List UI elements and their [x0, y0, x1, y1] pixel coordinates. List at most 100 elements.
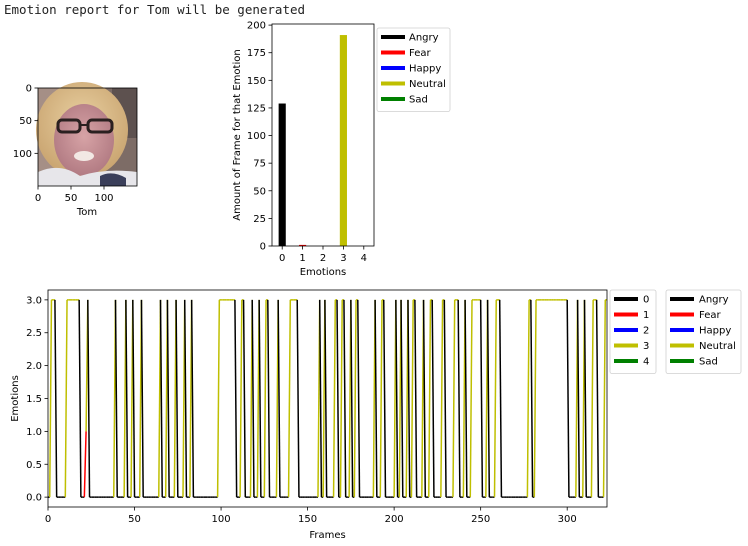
emotion-segment [343, 299, 347, 498]
line-xtick-label: 150 [298, 514, 317, 525]
emotion-segment [602, 299, 607, 498]
face-xtick-label: 0 [35, 193, 41, 204]
emotion-segment [296, 299, 300, 498]
emotion-segment [443, 299, 447, 498]
emotion-segment [350, 299, 354, 498]
face-xtick-label: 100 [94, 193, 113, 204]
emotion-segment [422, 299, 427, 498]
emotion-segment [48, 299, 53, 498]
emotion-segment [457, 299, 461, 498]
bar-ytick-label: 200 [247, 21, 266, 32]
bar-legend-box [376, 27, 451, 112]
report-header: Emotion report for Tom will be generated [4, 2, 306, 17]
emotion-segment [395, 299, 399, 498]
bar-xtick-label: 3 [340, 253, 346, 264]
bar-emotion-1 [299, 244, 307, 246]
emotion-segment [427, 299, 432, 498]
line-ytick-label: 0.5 [26, 460, 42, 471]
emotion-segment [498, 299, 503, 498]
emotion-segment [526, 299, 530, 498]
emotion-segment [336, 299, 340, 498]
bar-xtick-label: 0 [279, 253, 285, 264]
bar-ytick-label: 0 [260, 242, 266, 253]
bar-legend-label: Sad [409, 95, 428, 106]
emotion-segment [175, 299, 179, 498]
emotion-segment [159, 299, 163, 498]
bar-xtick-label: 1 [299, 253, 305, 264]
emotion-segment [140, 299, 144, 498]
emotion-segment [452, 299, 456, 498]
emotion-segment [533, 299, 537, 498]
emotion-segment [125, 299, 129, 498]
face-ytick-label: 50 [19, 116, 32, 127]
emotion-segment [114, 299, 118, 498]
emotion-segment [258, 299, 262, 498]
emotion-segment [464, 299, 468, 498]
bar-ytick-label: 75 [253, 159, 266, 170]
emotion-segment [267, 299, 271, 498]
line-ytick-label: 2.0 [26, 361, 42, 372]
emotion-segment [566, 299, 570, 498]
emotion-segment [353, 299, 357, 498]
emotion-segment [486, 299, 491, 498]
emotion-segment [216, 299, 221, 498]
line-legend-label: 4 [643, 357, 649, 368]
bar-ytick-label: 150 [247, 76, 266, 87]
line-ytick-label: 1.0 [26, 427, 42, 438]
emotion-segment [54, 299, 58, 498]
emotion-segment [324, 299, 328, 498]
emotion-segment [132, 299, 136, 498]
face-xlabel: Tom [76, 207, 97, 218]
bar-legend-label: Neutral [409, 79, 446, 90]
line-legend-label: 1 [643, 310, 649, 321]
emotion-segment [595, 299, 600, 498]
emotion-segment [332, 299, 337, 498]
emotion-segment [379, 299, 383, 498]
line-legend-label: 3 [643, 341, 649, 352]
line-xtick-label: 300 [558, 514, 577, 525]
emotion-segment [234, 299, 238, 498]
line-legend-label: 0 [643, 295, 649, 306]
bar-ytick-label: 50 [253, 186, 266, 197]
emotion-segment [357, 299, 361, 498]
emotion-segment [440, 299, 444, 498]
emotion-segment [583, 299, 587, 498]
bar-legend-label: Angry [409, 33, 439, 44]
face-ytick-label: 100 [13, 149, 32, 160]
bar-legend-label: Fear [409, 48, 431, 59]
line-legend-label: Angry [699, 295, 729, 306]
emotion-segment [242, 299, 247, 498]
emotion-segment [339, 299, 343, 498]
emotion-segment [318, 299, 323, 498]
emotion-segment [576, 299, 581, 498]
line-xtick-label: 250 [471, 514, 490, 525]
emotion-segment [493, 299, 497, 498]
emotion-segment [87, 299, 91, 498]
line-xtick-label: 50 [128, 514, 141, 525]
line-ylabel: Emotions [10, 375, 21, 422]
emotion-segment [251, 299, 255, 498]
face-xtick-label: 50 [65, 193, 78, 204]
emotion-segment [530, 299, 534, 498]
bar-legend-label: Happy [409, 64, 441, 75]
bar-ytick-label: 25 [253, 214, 266, 225]
line-legend-label: Happy [699, 326, 731, 337]
emotion-segment [400, 299, 404, 498]
line-xtick-label: 0 [45, 514, 51, 525]
emotion-segment [414, 299, 418, 498]
line-xtick-label: 200 [385, 514, 404, 525]
emotion-segment [410, 299, 414, 498]
emotion-segment [590, 299, 594, 498]
emotion-segment [469, 299, 473, 498]
emotion-segment [382, 299, 387, 498]
line-ytick-label: 0.0 [26, 493, 42, 504]
emotion-segment [431, 299, 435, 498]
emotion-segment [78, 299, 82, 498]
emotion-segment [407, 299, 411, 498]
line-xtick-label: 100 [212, 514, 231, 525]
bar-xlabel: Emotions [300, 267, 347, 278]
emotion-segment [277, 299, 281, 498]
emotion-segment [166, 299, 170, 498]
